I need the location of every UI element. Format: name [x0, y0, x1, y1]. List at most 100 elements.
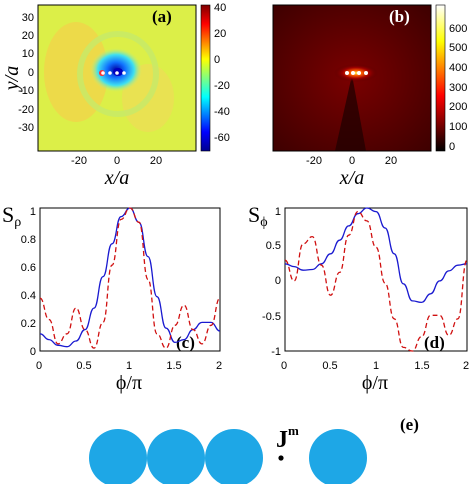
panel-d-ytick: 1: [275, 206, 281, 218]
panel-b-scatterer-1: [345, 71, 349, 75]
panel-b-xtick: 0: [349, 155, 355, 167]
panel-c-ytick: 0.4: [21, 290, 36, 302]
panel-c-ytick: 0.6: [21, 262, 36, 274]
panel-a-ytick: 10: [22, 48, 34, 60]
panel-c-series-dashed: [39, 207, 221, 349]
panel-b-colorbar-tick: 300: [449, 82, 467, 94]
panel-d-label: (d): [424, 333, 445, 352]
panel-a-scatterer-1: [101, 71, 105, 75]
panel-a-frame: [37, 4, 197, 152]
panel-a-ytick: -20: [18, 104, 34, 116]
panel-a-scatterer-2: [108, 71, 112, 75]
panel-d-xtick: 1.5: [414, 360, 429, 372]
panel-c-series-solid: [39, 207, 221, 348]
panel-d-ytick: 0: [275, 275, 281, 287]
cylinder-4: [309, 429, 367, 484]
panel-a-ytick: -10: [18, 85, 34, 97]
panel-c-yticks: 1 0.8 0.6 0.4 0.2 0: [21, 206, 36, 358]
panel-a-xtick: 20: [150, 155, 162, 167]
panel-b-glow: [334, 64, 378, 82]
cylinder-1: [89, 429, 147, 484]
panel-a-colorbar: [200, 4, 211, 152]
panel-e-label: (e): [400, 415, 419, 434]
panel-d-axes-frame: [284, 207, 468, 352]
panel-d-ylabel: Sϕ: [248, 202, 268, 230]
panel-a-xtick: -20: [71, 155, 87, 167]
panel-d-ytick: -1: [271, 346, 281, 358]
panel-c-xticks: 0 0.5 1 1.5 2: [36, 360, 222, 372]
panel-b-colorbar-tick: 400: [449, 62, 467, 74]
panel-a-colorbar-tick: 0: [214, 54, 220, 66]
panel-b-xticks: -20 0 20: [306, 155, 397, 167]
panel-c-ytick: 1: [30, 206, 36, 218]
panel-b-scatterer-2: [351, 71, 355, 75]
panel-b-dark-shadow: [335, 75, 366, 151]
panel-b-colorbar-tick: 500: [449, 42, 467, 54]
cylinder-2: [147, 429, 205, 484]
source-label-sup: m: [288, 423, 299, 438]
panel-a-ring: [77, 31, 159, 117]
panel-c-xtick: 1.5: [166, 360, 181, 372]
panel-c-ytick: 0: [30, 346, 36, 358]
panel-a: (a) 30 20 10 0 -10 -20 -30 -20 0 20 x/a …: [1, 2, 230, 189]
panel-d-xtick: 0: [281, 360, 287, 372]
panel-d-xtick: 2: [463, 360, 469, 372]
panel-a-colorbar-tick: -20: [214, 80, 230, 92]
panel-a-label: (a): [152, 7, 172, 26]
panel-d: Sϕ 1 0.5 0 -0.5 -1 0 0.5 1 1.5 2 ϕ/π (d): [248, 202, 469, 394]
panel-a-scatterer-3: [115, 71, 119, 75]
panel-a-xlabel: x/a: [104, 167, 129, 189]
panel-c-ylabel-sub: ρ: [14, 215, 21, 230]
panel-c-xtick: 2: [216, 360, 222, 372]
panel-a-ytick: -30: [18, 122, 34, 134]
panel-c-plot: [39, 207, 221, 352]
panel-b-colorbar-tick: 100: [449, 121, 467, 133]
panel-d-xticks: 0 0.5 1 1.5 2: [281, 360, 469, 372]
panel-a-colorbar-ticks: 40 20 0 -20 -40 -60: [214, 2, 230, 144]
panel-d-series-solid: [284, 207, 468, 304]
panel-a-xtick: 0: [114, 155, 120, 167]
panel-d-series-dashed: [284, 210, 468, 352]
panel-b-xlabel: x/a: [339, 167, 364, 189]
panel-d-yticks: 1 0.5 0 -0.5 -1: [262, 206, 281, 358]
panel-d-ylabel-main: S: [248, 202, 260, 227]
panel-b-xtick: -20: [306, 155, 322, 167]
panel-a-yticks: 30 20 10 0 -10 -20 -30: [18, 12, 34, 134]
panel-d-plot: [284, 207, 468, 352]
panel-c-ytick: 0.8: [21, 234, 36, 246]
panel-c-xtick: 0: [36, 360, 42, 372]
panel-b-colorbar-tick: 200: [449, 101, 467, 113]
panel-d-xtick: 1: [373, 360, 379, 372]
source-label: Jm: [276, 423, 299, 453]
panel-d-xtick: 0.5: [322, 360, 337, 372]
panel-c: Sρ 1 0.8 0.6 0.4 0.2 0 0 0.5 1 1.5 2 ϕ/π…: [2, 202, 222, 394]
panel-e: Jm (e): [89, 415, 419, 484]
panel-a-xticks: -20 0 20: [71, 155, 162, 167]
panel-b-xtick: 20: [385, 155, 397, 167]
panel-b: (b) -20 0 20 x/a 600 500 400 300 200 100…: [272, 4, 467, 189]
panel-b-frame: [272, 4, 432, 152]
source-point: [278, 455, 284, 461]
panel-a-colorbar-tick: 40: [214, 2, 226, 14]
panel-b-scatterer-3: [357, 71, 361, 75]
panel-a-ytick: 30: [22, 12, 34, 24]
panel-d-ytick: 0.5: [266, 240, 281, 252]
source-label-main: J: [276, 427, 288, 453]
panel-c-label: (c): [176, 333, 195, 352]
panel-a-ytick: 0: [28, 67, 34, 79]
panel-a-colorbar-tick: -40: [214, 106, 230, 118]
panel-c-xtick: 1: [126, 360, 132, 372]
panel-d-ylabel-sub: ϕ: [260, 215, 267, 230]
panel-b-colorbar-ticks: 600 500 400 300 200 100 0: [449, 23, 467, 153]
panel-c-xtick: 0.5: [76, 360, 91, 372]
panel-c-ytick: 0.2: [21, 318, 36, 330]
panel-c-ylabel-main: S: [2, 202, 14, 227]
panel-a-ylabel: y/a: [1, 66, 23, 92]
panel-a-ytick: 20: [22, 30, 34, 42]
panel-c-ylabel: Sρ: [2, 202, 21, 230]
panel-b-scatterer-4: [364, 71, 368, 75]
panel-c-xlabel: ϕ/π: [116, 372, 142, 394]
cylinder-3: [205, 429, 263, 484]
panel-b-colorbar-tick: 600: [449, 23, 467, 35]
